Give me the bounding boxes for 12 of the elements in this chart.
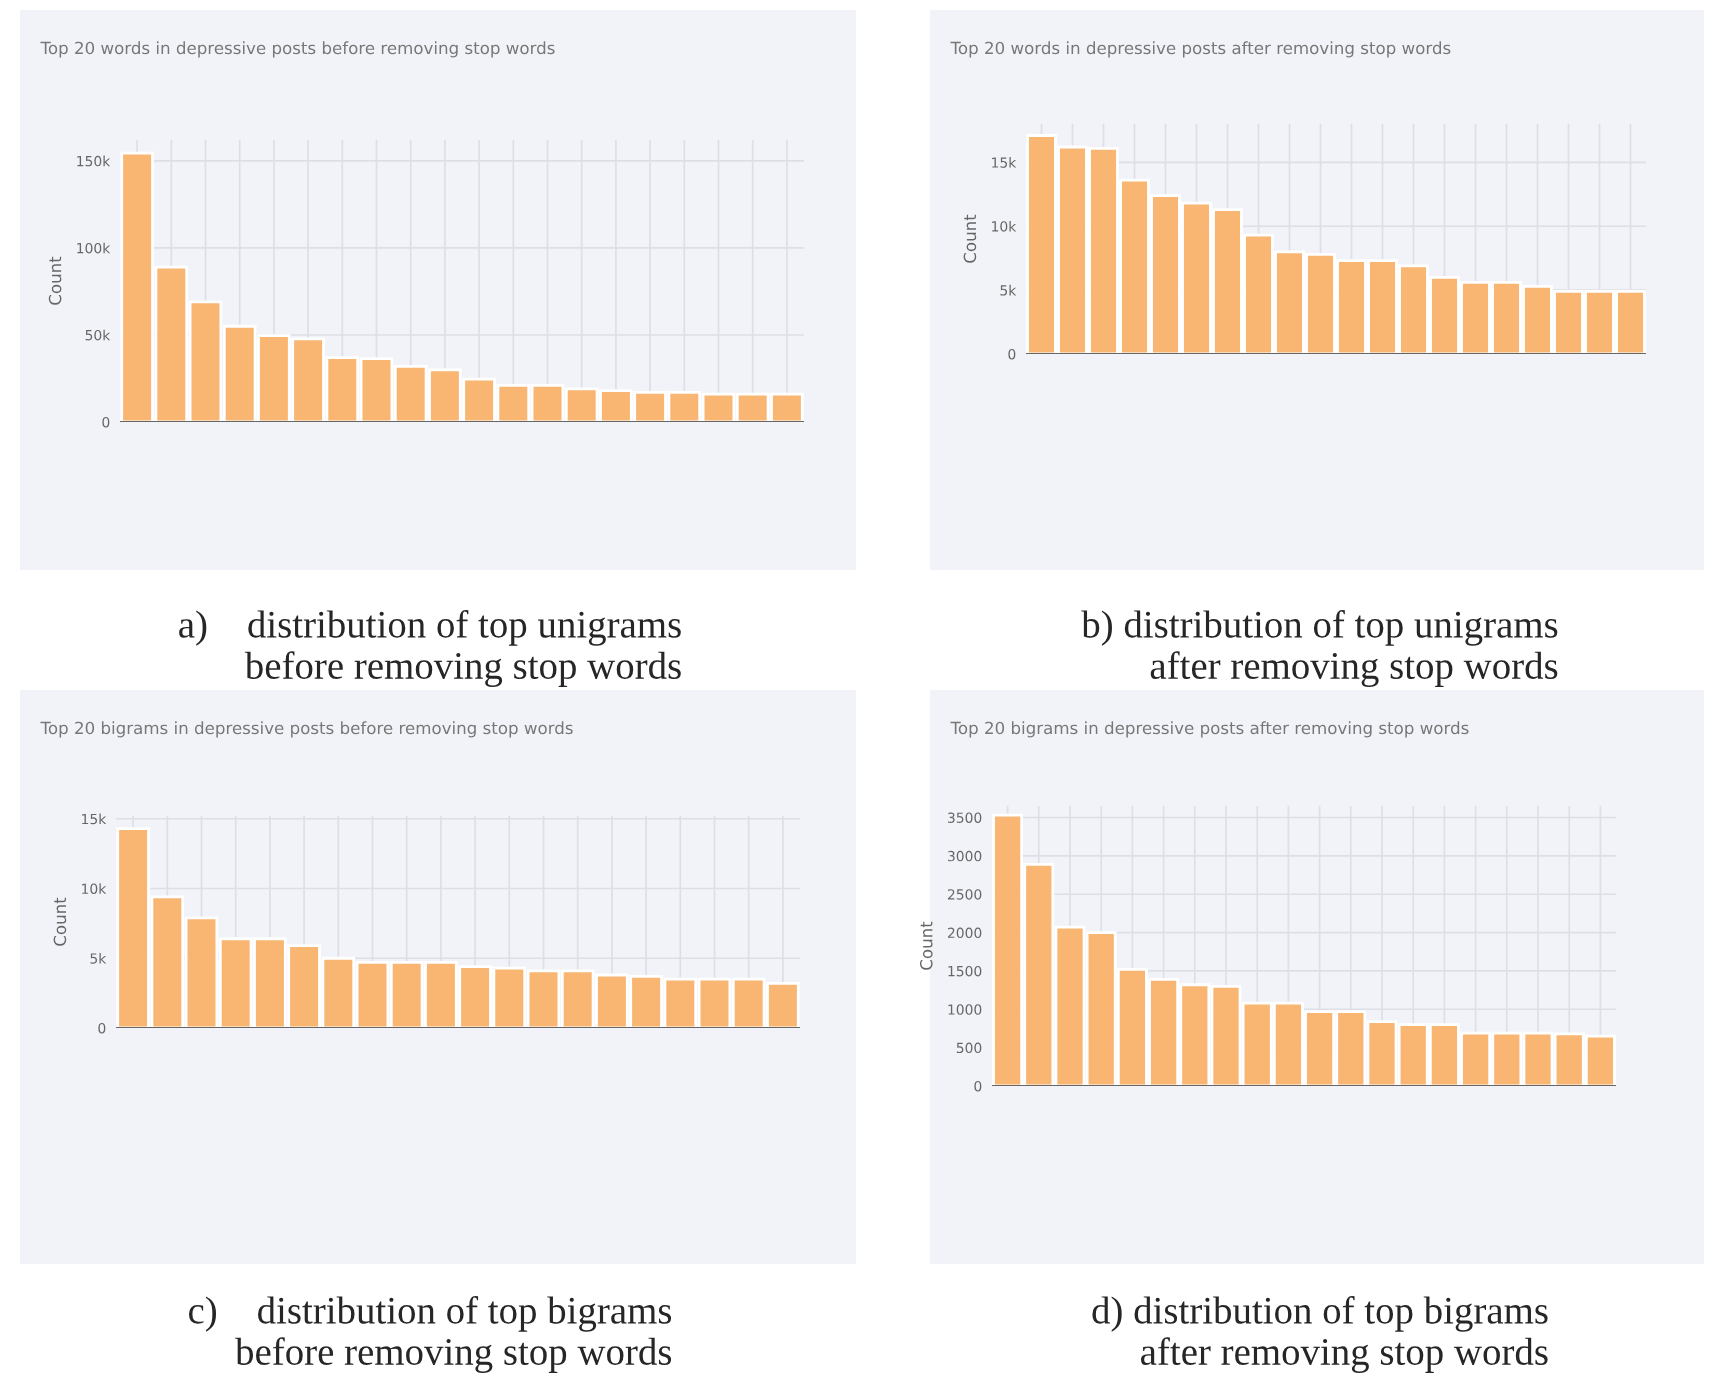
text: c) distribution of top bigrams before removing stop words	[189, 1296, 672, 1374]
chart-title: Top 20 bigrams in depressive posts before removing stop words	[40, 721, 573, 738]
chart-title: Top 20 bigrams in depressive posts after removing stop words	[950, 721, 1469, 738]
text: a) distribution of top unigrams before removing stop words	[179, 610, 681, 688]
chart-title: Top 20 words in depressive posts before removing stop words	[40, 41, 555, 58]
y-axis-title: Count	[48, 256, 62, 305]
text: b) distribution of top unigrams after removing stop words	[1081, 610, 1558, 688]
y-axis-title: Count	[919, 921, 933, 970]
y-axis-title: Count	[53, 897, 67, 946]
chart-title: Top 20 words in depressive posts after removing stop words	[950, 41, 1451, 58]
text: d) distribution of top bigrams after removing stop words	[1092, 1296, 1548, 1374]
y-axis-title: Count	[963, 214, 977, 263]
